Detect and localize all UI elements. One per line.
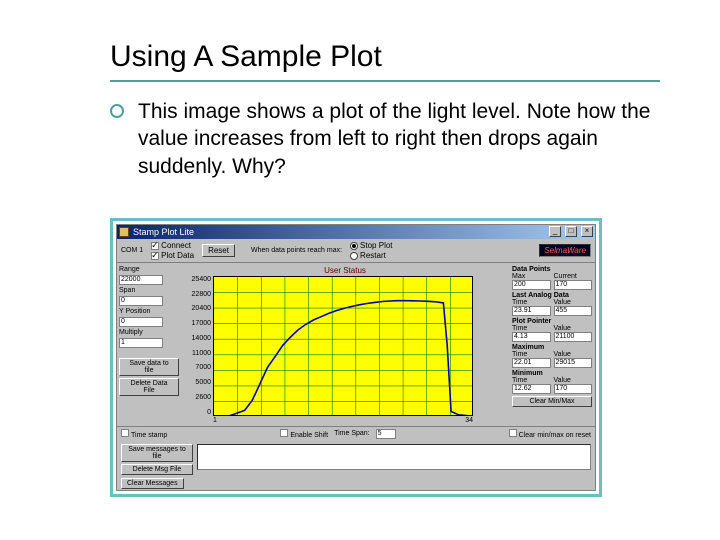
screenshot-frame: Stamp Plot Lite _ □ × COM 1 Connect Plot… [110,218,602,497]
minimum-title: Minimum [512,370,592,377]
plot-area: User Status 2540022800204001700014000110… [181,263,509,426]
titlebar[interactable]: Stamp Plot Lite _ □ × [117,225,595,239]
y-tick: 11000 [192,350,211,357]
toolbar: COM 1 Connect Plot Data Reset When data … [117,239,595,263]
time-span-field[interactable]: 5 [376,429,396,439]
span-label: Span [119,287,179,294]
plot-title: User Status [183,266,507,275]
clear-minmax-label: Clear min/max on reset [519,432,591,439]
left-panel: Range 22000 Span 0 Y Position 0 Multiply… [117,263,181,426]
minimum-label: Value [554,377,593,384]
y-axis: 25400 22800 20400 17000 14000 11000 7000 5000 26… [183,276,213,416]
restart-radio[interactable]: Restart [350,251,392,260]
y-tick: 25400 [192,276,211,283]
time-span-label: Time Span: [334,430,370,437]
span-field[interactable]: 0 [119,296,163,306]
app-window: Stamp Plot Lite _ □ × COM 1 Connect Plot… [116,224,596,491]
enable-shift-checkbox[interactable]: Enable Shift [280,429,328,439]
last-analog-group: Last Analog DataTimeValue23.91455 [512,292,592,316]
minimum-value: 170 [554,384,593,394]
plot-canvas[interactable] [213,276,473,416]
maximum-label: Value [554,351,593,358]
stop-plot-radio[interactable]: Stop Plot [350,241,392,250]
y-tick: 5000 [195,379,211,386]
plot-data-checkbox[interactable]: Plot Data [151,251,194,260]
under-bar: Time stamp Enable Shift Time Span: 5 Cle… [117,426,595,441]
minimum-value: 12.62 [512,384,551,394]
multiply-field[interactable]: 1 [119,338,163,348]
minimum-group: MinimumTimeValue12.62170 [512,370,592,394]
ypos-label: Y Position [119,308,179,315]
last-analog-value: 23.91 [512,306,551,316]
timestamp-checkbox[interactable]: Time stamp [121,429,167,439]
ypos-field[interactable]: 0 [119,317,163,327]
y-tick: 2600 [195,394,211,401]
y-tick: 17000 [192,320,211,327]
clear-minmax-button[interactable]: Clear Min/Max [512,396,592,407]
plot-pointer-value: 4.13 [512,332,551,342]
maximum-group: MaximumTimeValue22.0129015 [512,344,592,368]
range-label: Range [119,266,179,273]
y-tick: 20400 [192,305,211,312]
save-messages-button[interactable]: Save messages to file [121,444,193,462]
plot-data-label: Plot Data [161,251,194,260]
maximum-value: 29015 [554,358,593,368]
data-points-value: 200 [512,280,551,290]
clear-messages-button[interactable]: Clear Messages [121,478,184,489]
maximize-button[interactable]: □ [565,226,577,237]
message-area[interactable] [197,444,591,470]
bullet-marker-icon [110,104,124,118]
plot-pointer-title: Plot Pointer [512,318,592,325]
slide-title: Using A Sample Plot [110,40,660,74]
vendor-logo: SelmaWare [539,244,591,257]
minimum-label: Time [512,377,551,384]
maximum-value: 22.01 [512,358,551,368]
reset-button[interactable]: Reset [202,244,235,257]
y-tick: 0 [207,409,211,416]
last-analog-label: Time [512,299,551,306]
minimize-button[interactable]: _ [549,226,561,237]
timestamp-label: Time stamp [131,432,167,439]
right-panel: Data PointsMaxCurrent200170Last Analog D… [509,263,595,426]
restart-label: Restart [360,251,386,260]
title-rule [110,80,660,82]
x-tick: 1 [213,417,217,424]
data-points-group: Data PointsMaxCurrent200170 [512,266,592,290]
message-row: Save messages to file Delete Msg File [117,441,595,478]
plot-pointer-label: Time [512,325,551,332]
clear-minmax-checkbox[interactable]: Clear min/max on reset [509,429,591,439]
com-label: COM 1 [121,247,143,254]
maximum-label: Time [512,351,551,358]
last-analog-title: Last Analog Data [512,292,592,299]
last-analog-value: 455 [554,306,593,316]
connect-label: Connect [161,241,191,250]
stop-plot-label: Stop Plot [360,241,392,250]
maximum-title: Maximum [512,344,592,351]
y-tick: 14000 [192,335,211,342]
data-points-value: 170 [554,280,593,290]
plot-pointer-value: 21100 [554,332,593,342]
when-label: When data points reach max: [251,247,342,254]
data-points-label: Current [554,273,593,280]
delete-msg-button[interactable]: Delete Msg File [121,464,193,475]
y-tick: 7000 [195,364,211,371]
plot-pointer-group: Plot PointerTimeValue4.1321100 [512,318,592,342]
app-icon [119,227,129,237]
connect-checkbox[interactable]: Connect [151,241,194,250]
plot-pointer-label: Value [554,325,593,332]
y-tick: 22800 [192,291,211,298]
window-title: Stamp Plot Lite [133,227,545,237]
range-field[interactable]: 22000 [119,275,163,285]
multiply-label: Multiply [119,329,179,336]
close-button[interactable]: × [581,226,593,237]
bullet-text: This image shows a plot of the light lev… [138,98,660,180]
delete-data-button[interactable]: Delete Data File [119,378,179,396]
last-analog-label: Value [554,299,593,306]
enable-shift-label: Enable Shift [290,432,328,439]
data-points-label: Max [512,273,551,280]
x-tick: 34 [465,417,473,424]
data-points-title: Data Points [512,266,592,273]
x-axis: 1 34 [183,416,473,424]
save-data-button[interactable]: Save data to file [119,358,179,376]
